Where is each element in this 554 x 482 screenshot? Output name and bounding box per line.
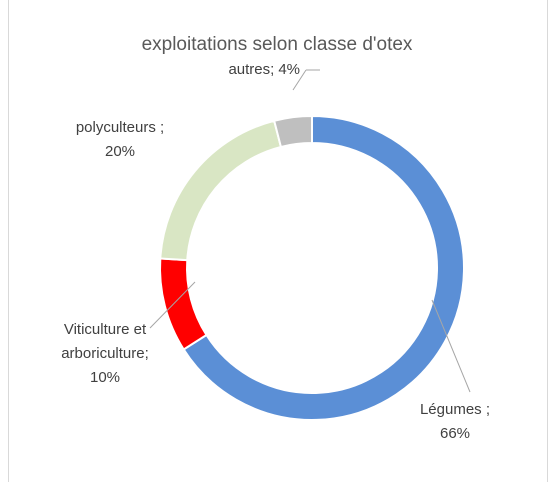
chart-title: exploitations selon classe d'otex: [141, 34, 413, 55]
category-label: Viticulture et arboriculture;: [61, 321, 149, 362]
leader-line: [292, 69, 307, 91]
value-label: 4%: [278, 61, 300, 78]
value-label: 20%: [104, 143, 136, 160]
leader-line: [431, 299, 471, 393]
value-label: 10%: [89, 369, 121, 386]
donut-slice: [272, 114, 313, 149]
leader-line: [149, 281, 196, 329]
category-label: Légumes ;: [419, 401, 491, 418]
data-label: Viticulture et arboriculture; 10%: [40, 318, 170, 390]
data-label: Légumes ; 66%: [395, 398, 515, 446]
category-label: autres;: [228, 61, 275, 78]
data-label: polyculteurs ; 20%: [45, 116, 195, 164]
value-label: 66%: [439, 425, 471, 442]
donut-slice: [182, 114, 465, 421]
category-label: polyculteurs ;: [75, 119, 165, 136]
data-label: autres; 4%: [170, 58, 300, 82]
